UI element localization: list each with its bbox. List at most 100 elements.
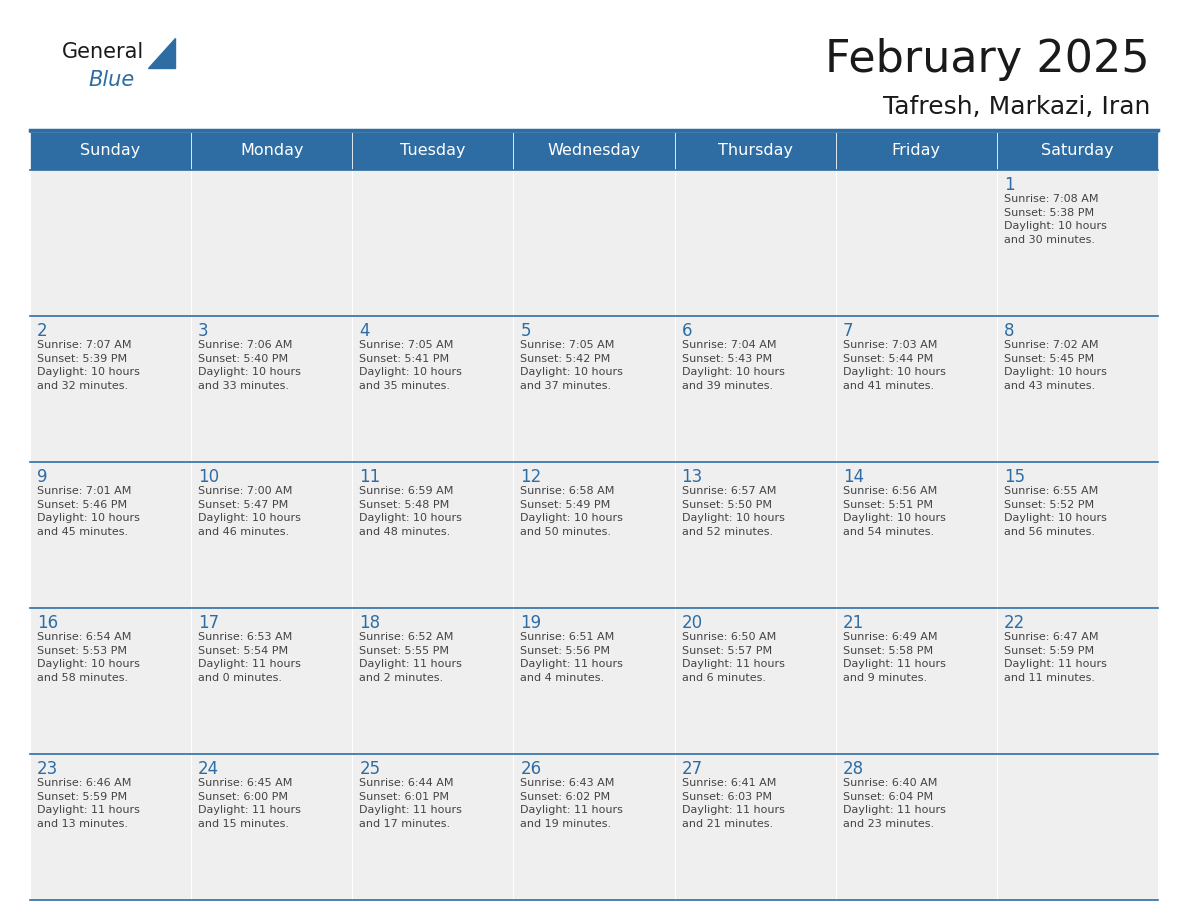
Text: 4: 4 (359, 322, 369, 340)
Text: 22: 22 (1004, 614, 1025, 632)
Text: 1: 1 (1004, 176, 1015, 194)
Text: Sunrise: 7:01 AM
Sunset: 5:46 PM
Daylight: 10 hours
and 45 minutes.: Sunrise: 7:01 AM Sunset: 5:46 PM Dayligh… (37, 486, 140, 537)
Text: 27: 27 (682, 760, 702, 778)
Text: 23: 23 (37, 760, 58, 778)
Text: 15: 15 (1004, 468, 1025, 486)
Text: 16: 16 (37, 614, 58, 632)
Text: 2: 2 (37, 322, 48, 340)
Text: 28: 28 (842, 760, 864, 778)
Bar (191, 608, 353, 754)
Text: Sunrise: 6:50 AM
Sunset: 5:57 PM
Daylight: 11 hours
and 6 minutes.: Sunrise: 6:50 AM Sunset: 5:57 PM Dayligh… (682, 632, 784, 683)
Text: Sunrise: 6:53 AM
Sunset: 5:54 PM
Daylight: 11 hours
and 0 minutes.: Sunrise: 6:53 AM Sunset: 5:54 PM Dayligh… (198, 632, 301, 683)
Text: Sunrise: 6:43 AM
Sunset: 6:02 PM
Daylight: 11 hours
and 19 minutes.: Sunrise: 6:43 AM Sunset: 6:02 PM Dayligh… (520, 778, 624, 829)
Text: 13: 13 (682, 468, 703, 486)
Bar (353, 608, 513, 754)
Bar (513, 316, 675, 462)
Text: February 2025: February 2025 (826, 38, 1150, 81)
Bar (675, 316, 835, 462)
Text: 17: 17 (198, 614, 220, 632)
Text: 20: 20 (682, 614, 702, 632)
Bar (30, 170, 191, 316)
Bar (675, 462, 835, 608)
Bar (353, 462, 513, 608)
Text: 5: 5 (520, 322, 531, 340)
Bar (30, 608, 191, 754)
Text: 14: 14 (842, 468, 864, 486)
Text: Sunrise: 6:45 AM
Sunset: 6:00 PM
Daylight: 11 hours
and 15 minutes.: Sunrise: 6:45 AM Sunset: 6:00 PM Dayligh… (198, 778, 301, 829)
Bar (835, 462, 997, 608)
Text: 24: 24 (198, 760, 220, 778)
Text: Monday: Monday (240, 143, 303, 159)
Bar (30, 462, 191, 608)
Text: Sunrise: 6:41 AM
Sunset: 6:03 PM
Daylight: 11 hours
and 21 minutes.: Sunrise: 6:41 AM Sunset: 6:03 PM Dayligh… (682, 778, 784, 829)
Bar (997, 316, 1158, 462)
Bar (997, 132, 1158, 170)
Bar (997, 754, 1158, 900)
Bar (675, 754, 835, 900)
Text: 6: 6 (682, 322, 693, 340)
Text: 7: 7 (842, 322, 853, 340)
Bar (513, 132, 675, 170)
Bar (353, 316, 513, 462)
Bar (513, 170, 675, 316)
Text: Sunday: Sunday (81, 143, 140, 159)
Bar (997, 462, 1158, 608)
Bar (835, 132, 997, 170)
Text: Sunrise: 6:58 AM
Sunset: 5:49 PM
Daylight: 10 hours
and 50 minutes.: Sunrise: 6:58 AM Sunset: 5:49 PM Dayligh… (520, 486, 624, 537)
Text: Sunrise: 7:00 AM
Sunset: 5:47 PM
Daylight: 10 hours
and 46 minutes.: Sunrise: 7:00 AM Sunset: 5:47 PM Dayligh… (198, 486, 301, 537)
Text: 11: 11 (359, 468, 380, 486)
Bar (835, 754, 997, 900)
Text: Sunrise: 6:40 AM
Sunset: 6:04 PM
Daylight: 11 hours
and 23 minutes.: Sunrise: 6:40 AM Sunset: 6:04 PM Dayligh… (842, 778, 946, 829)
Bar (191, 170, 353, 316)
Text: Sunrise: 7:07 AM
Sunset: 5:39 PM
Daylight: 10 hours
and 32 minutes.: Sunrise: 7:07 AM Sunset: 5:39 PM Dayligh… (37, 340, 140, 391)
Text: Sunrise: 6:44 AM
Sunset: 6:01 PM
Daylight: 11 hours
and 17 minutes.: Sunrise: 6:44 AM Sunset: 6:01 PM Dayligh… (359, 778, 462, 829)
Text: Sunrise: 6:57 AM
Sunset: 5:50 PM
Daylight: 10 hours
and 52 minutes.: Sunrise: 6:57 AM Sunset: 5:50 PM Dayligh… (682, 486, 784, 537)
Bar (353, 170, 513, 316)
Text: 18: 18 (359, 614, 380, 632)
Bar (513, 754, 675, 900)
Text: Sunrise: 7:05 AM
Sunset: 5:42 PM
Daylight: 10 hours
and 37 minutes.: Sunrise: 7:05 AM Sunset: 5:42 PM Dayligh… (520, 340, 624, 391)
Text: Tafresh, Markazi, Iran: Tafresh, Markazi, Iran (883, 95, 1150, 119)
Bar (835, 170, 997, 316)
Text: Sunrise: 6:55 AM
Sunset: 5:52 PM
Daylight: 10 hours
and 56 minutes.: Sunrise: 6:55 AM Sunset: 5:52 PM Dayligh… (1004, 486, 1107, 537)
Text: General: General (62, 42, 144, 62)
Bar (30, 754, 191, 900)
Bar (675, 608, 835, 754)
Text: Sunrise: 6:54 AM
Sunset: 5:53 PM
Daylight: 10 hours
and 58 minutes.: Sunrise: 6:54 AM Sunset: 5:53 PM Dayligh… (37, 632, 140, 683)
Bar (30, 316, 191, 462)
Text: 9: 9 (37, 468, 48, 486)
Bar (191, 316, 353, 462)
Text: 21: 21 (842, 614, 864, 632)
Bar (191, 462, 353, 608)
Text: Thursday: Thursday (718, 143, 792, 159)
Text: Sunrise: 6:47 AM
Sunset: 5:59 PM
Daylight: 11 hours
and 11 minutes.: Sunrise: 6:47 AM Sunset: 5:59 PM Dayligh… (1004, 632, 1107, 683)
Text: 25: 25 (359, 760, 380, 778)
Bar (513, 608, 675, 754)
Text: Sunrise: 7:03 AM
Sunset: 5:44 PM
Daylight: 10 hours
and 41 minutes.: Sunrise: 7:03 AM Sunset: 5:44 PM Dayligh… (842, 340, 946, 391)
Text: Sunrise: 6:56 AM
Sunset: 5:51 PM
Daylight: 10 hours
and 54 minutes.: Sunrise: 6:56 AM Sunset: 5:51 PM Dayligh… (842, 486, 946, 537)
Text: 19: 19 (520, 614, 542, 632)
Text: 8: 8 (1004, 322, 1015, 340)
Bar (997, 608, 1158, 754)
Bar (30, 132, 191, 170)
Text: Tuesday: Tuesday (400, 143, 466, 159)
Polygon shape (148, 38, 175, 68)
Bar (353, 754, 513, 900)
Bar (835, 608, 997, 754)
Text: 12: 12 (520, 468, 542, 486)
Bar (835, 316, 997, 462)
Bar (675, 170, 835, 316)
Text: 3: 3 (198, 322, 209, 340)
Text: Wednesday: Wednesday (548, 143, 640, 159)
Bar (675, 132, 835, 170)
Bar (191, 132, 353, 170)
Text: Friday: Friday (892, 143, 941, 159)
Text: Sunrise: 6:51 AM
Sunset: 5:56 PM
Daylight: 11 hours
and 4 minutes.: Sunrise: 6:51 AM Sunset: 5:56 PM Dayligh… (520, 632, 624, 683)
Text: Sunrise: 7:02 AM
Sunset: 5:45 PM
Daylight: 10 hours
and 43 minutes.: Sunrise: 7:02 AM Sunset: 5:45 PM Dayligh… (1004, 340, 1107, 391)
Text: Sunrise: 6:52 AM
Sunset: 5:55 PM
Daylight: 11 hours
and 2 minutes.: Sunrise: 6:52 AM Sunset: 5:55 PM Dayligh… (359, 632, 462, 683)
Text: Sunrise: 7:06 AM
Sunset: 5:40 PM
Daylight: 10 hours
and 33 minutes.: Sunrise: 7:06 AM Sunset: 5:40 PM Dayligh… (198, 340, 301, 391)
Text: Sunrise: 7:08 AM
Sunset: 5:38 PM
Daylight: 10 hours
and 30 minutes.: Sunrise: 7:08 AM Sunset: 5:38 PM Dayligh… (1004, 194, 1107, 245)
Text: Saturday: Saturday (1041, 143, 1113, 159)
Bar (513, 462, 675, 608)
Text: 26: 26 (520, 760, 542, 778)
